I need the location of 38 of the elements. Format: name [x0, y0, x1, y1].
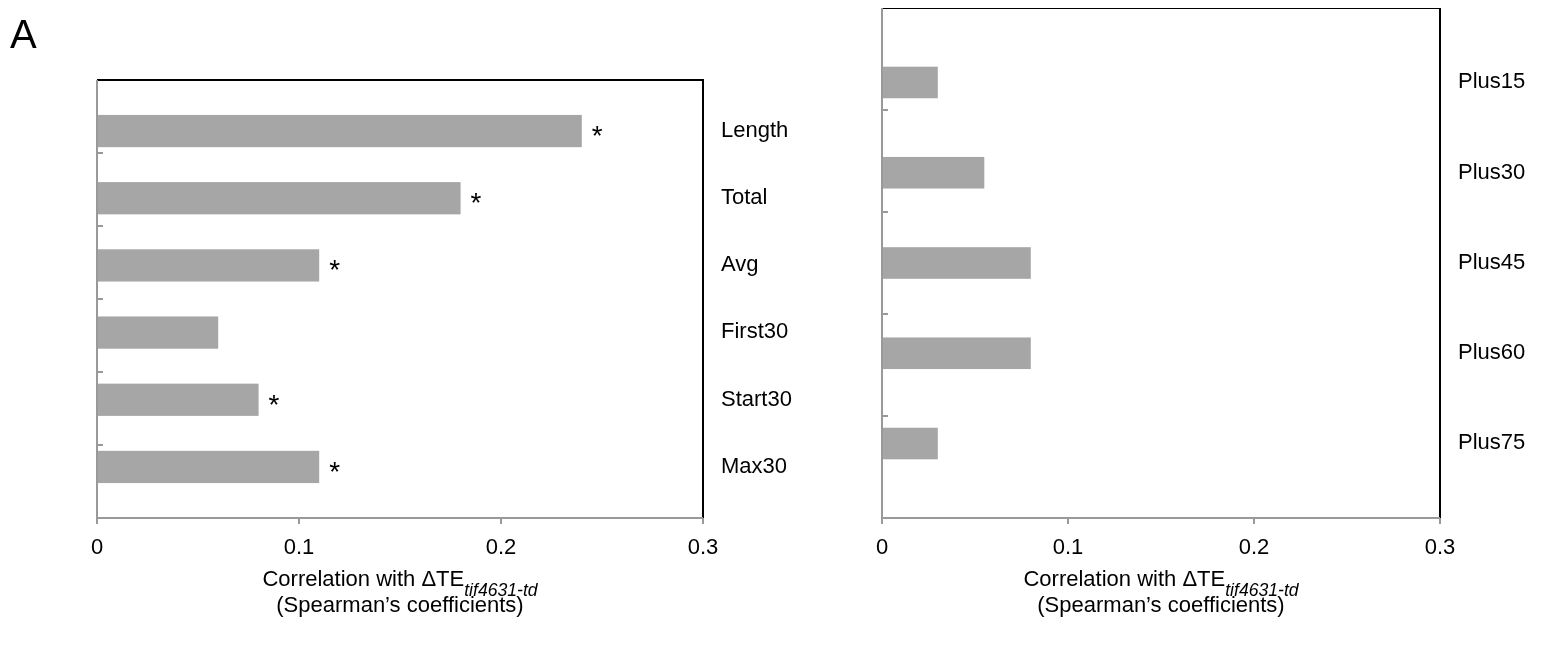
bar [882, 337, 1031, 370]
bar [882, 427, 938, 460]
bar [882, 66, 938, 99]
annotation: * [591, 120, 603, 152]
x-axis-title: Correlation with ΔTE$_{tif4631-td}$ (Spearman’s coefficients) [1023, 566, 1300, 617]
x-tick-label: 0 [90, 534, 104, 559]
x-tick-label: 0.1 [283, 534, 315, 559]
y-tick-label: Length [721, 116, 789, 142]
annotation: * [470, 187, 482, 219]
y-tick-label: Total [721, 184, 768, 210]
x-tick-label: 0.2 [485, 534, 517, 559]
bar [97, 249, 320, 282]
y-tick-label: Plus60 [1458, 339, 1526, 365]
x-tick-label: 0 [875, 534, 889, 559]
bar [97, 316, 219, 349]
x-tick-label: 0.2 [1238, 534, 1270, 559]
bar [97, 383, 259, 416]
y-tick-label: Plus15 [1458, 68, 1526, 94]
y-tick-label: Plus45 [1458, 248, 1526, 274]
text: A [10, 12, 37, 56]
annotation: * [329, 455, 341, 487]
x-tick-label: 0.1 [1052, 534, 1084, 559]
x-tick-label: 0.3 [687, 534, 719, 559]
bar [882, 247, 1031, 279]
bar [97, 450, 320, 484]
y-tick-label: First30 [721, 318, 789, 344]
y-tick-label: Max30 [721, 452, 788, 478]
y-tick-label: Plus75 [1458, 429, 1526, 455]
bar [882, 156, 985, 189]
annotation: * [268, 388, 280, 420]
x-tick-label: 0.3 [1424, 534, 1456, 559]
y-tick-label: Plus30 [1458, 158, 1526, 184]
y-tick-label: Avg [721, 251, 759, 277]
x-axis-title: Correlation with ΔTE$_{tif4631-td}$ (Spearman’s coefficients) [262, 566, 539, 617]
bar [97, 114, 582, 148]
annotation: * [329, 254, 341, 286]
y-tick-label: Start30 [721, 385, 792, 411]
bar [97, 182, 461, 215]
